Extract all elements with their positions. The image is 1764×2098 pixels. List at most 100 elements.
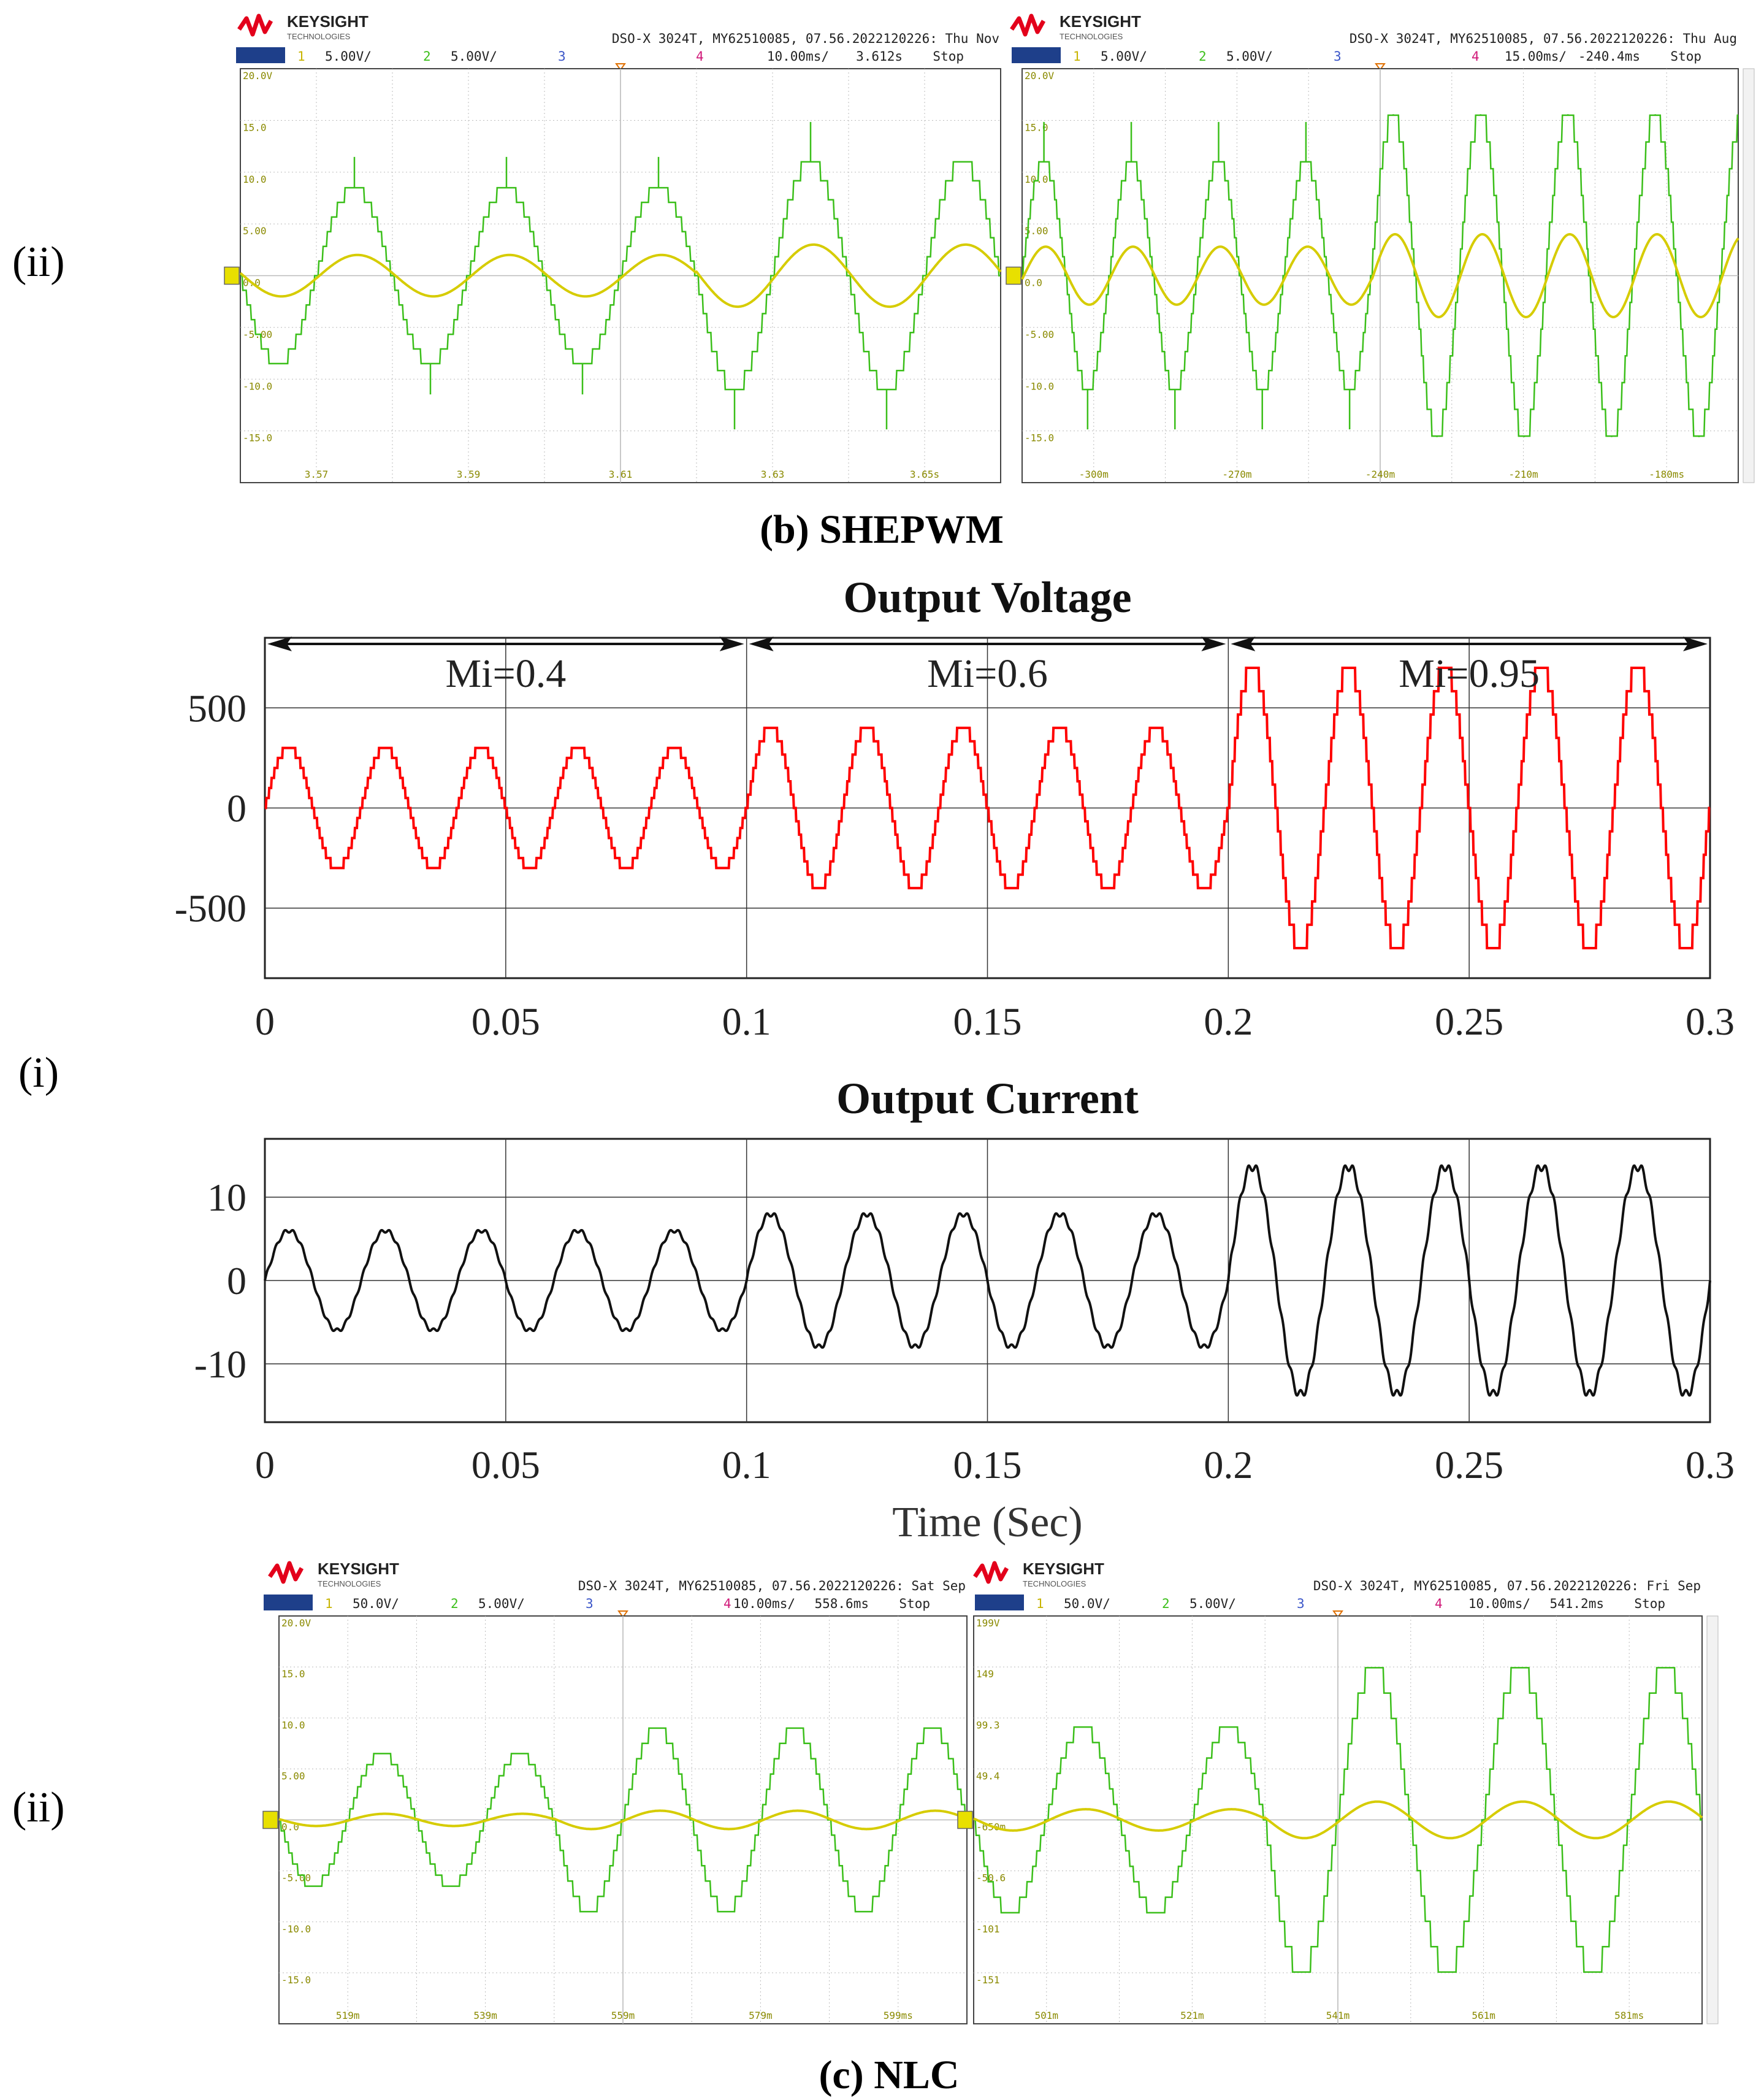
x-tick-label: 0.3	[1686, 1443, 1735, 1487]
channel-1-scale: 50.0V/	[353, 1596, 399, 1611]
y-grid-label: 15.0	[281, 1668, 305, 1680]
channel-3-number: 3	[558, 49, 566, 64]
row-label-top: (ii)	[12, 239, 65, 286]
channel-2-number: 2	[451, 1596, 459, 1611]
row-label-bottom: (ii)	[12, 1784, 65, 1831]
channel-3-number: 3	[586, 1596, 594, 1611]
x-grid-label: -270m	[1222, 469, 1251, 480]
delay: 558.6ms	[814, 1596, 869, 1611]
brand-name: KEYSIGHT	[1023, 1560, 1104, 1578]
y-grid-label: 15.0	[243, 121, 267, 133]
channel-1-scale: 5.00V/	[1101, 49, 1147, 64]
side-scroll-strip	[1743, 68, 1755, 483]
run-status: Stop	[933, 49, 964, 64]
modulation-index-label: Mi=0.6	[927, 651, 1048, 696]
y-grid-label: -50.6	[976, 1872, 1006, 1884]
channel-2-number: 2	[423, 49, 431, 64]
acquire-indicator	[236, 47, 285, 63]
brand-subtitle: TECHNOLOGIES	[1023, 1579, 1086, 1588]
x-tick-label: 0.1	[722, 1443, 771, 1487]
channel-3-number: 3	[1297, 1596, 1305, 1611]
sim-output-current-chart: Output Current 0 0.05 0.1 0.15 0.2 0.25 0.3 10 0 -…	[194, 1074, 1735, 1546]
x-grid-label: 3.57	[305, 469, 329, 480]
y-tick-label: -10	[194, 1342, 246, 1386]
output-current-series	[264, 1164, 1711, 1397]
y-grid-label: 149	[976, 1668, 994, 1680]
y-grid-label: 99.3	[976, 1719, 1000, 1731]
run-status: Stop	[1670, 49, 1701, 64]
channel-1-current-trace	[239, 243, 1002, 308]
y-tick-label: 0	[227, 787, 246, 830]
y-grid-label: -10.0	[281, 1923, 311, 1935]
channel-2-scale: 5.00V/	[478, 1596, 525, 1611]
brand-subtitle: TECHNOLOGIES	[287, 32, 351, 41]
y-grid-label: -101	[976, 1923, 1000, 1935]
y-grid-label: 20.0V	[1025, 70, 1055, 82]
x-tick-label: 0.05	[472, 1000, 540, 1043]
chart-title: Output Current	[836, 1074, 1139, 1123]
trigger-marker-icon	[615, 63, 626, 71]
y-grid-label: 10.0	[1025, 174, 1048, 185]
x-grid-label: -300m	[1079, 469, 1109, 480]
channel-4-number: 4	[1472, 49, 1480, 64]
chart-title: Output Voltage	[843, 573, 1131, 622]
channel-1-number: 1	[1073, 49, 1081, 64]
keysight-logo-icon	[1010, 13, 1046, 37]
x-grid-label: 501m	[1035, 2010, 1059, 2021]
x-grid-label: 539m	[473, 2010, 497, 2021]
channel-1-number: 1	[297, 49, 305, 64]
x-grid-label: 3.65s	[910, 469, 939, 480]
channel-1-number: 1	[325, 1596, 333, 1611]
arrowhead-right-icon	[1201, 637, 1226, 651]
trigger-marker-icon	[1332, 1610, 1343, 1618]
x-grid-label: 559m	[611, 2010, 635, 2021]
side-scroll-strip	[1706, 1615, 1719, 2024]
y-grid-label: -5.00	[281, 1872, 311, 1884]
arrowhead-left-icon	[267, 637, 292, 651]
x-tick-label: 0.2	[1204, 1443, 1253, 1487]
modulation-index-label: Mi=0.4	[445, 651, 566, 696]
row-label-middle: (i)	[18, 1049, 59, 1097]
y-grid-label: 10.0	[281, 1719, 305, 1731]
scope-header: DSO-X 3024T, MY62510085, 07.56.202212022…	[612, 31, 999, 46]
y-grid-label: 49.4	[976, 1770, 1000, 1782]
y-grid-label: 5.00	[281, 1770, 305, 1782]
channel-2-scale: 5.00V/	[1226, 49, 1273, 64]
keysight-logo-icon	[268, 1561, 304, 1584]
y-tick-label: 0	[227, 1259, 246, 1303]
y-tick-label: -500	[175, 887, 246, 930]
y-grid-label: 199V	[976, 1617, 1000, 1629]
y-grid-label: 20.0V	[243, 70, 273, 82]
x-tick-label: 0.15	[953, 1443, 1022, 1487]
y-grid-label: -15.0	[1025, 432, 1054, 444]
x-grid-label: 541m	[1326, 2010, 1350, 2021]
delay: -240.4ms	[1578, 49, 1640, 64]
x-tick-label: 0.15	[953, 1000, 1022, 1043]
channel-4-number: 4	[724, 1596, 731, 1611]
x-grid-label: 581ms	[1614, 2010, 1644, 2021]
acquire-indicator	[264, 1595, 313, 1610]
keysight-logo-icon	[237, 13, 273, 37]
x-grid-label: -180ms	[1649, 469, 1684, 480]
trigger-marker-icon	[1375, 63, 1386, 71]
channel-4-number: 4	[1435, 1596, 1443, 1611]
x-tick-label: 0.05	[472, 1443, 540, 1487]
y-grid-label: 10.0	[243, 174, 267, 185]
x-tick-label: 0.2	[1204, 1000, 1253, 1043]
x-tick-label: 0.1	[722, 1000, 771, 1043]
x-grid-label: 561m	[1472, 2010, 1495, 2021]
x-tick-label: 0	[255, 1000, 275, 1043]
x-tick-label: 0.25	[1435, 1000, 1503, 1043]
caption-shepwm: (b) SHEPWM	[760, 507, 1004, 552]
channel-1-scale: 5.00V/	[325, 49, 372, 64]
keysight-logo-icon	[973, 1561, 1009, 1584]
output-voltage-series	[264, 667, 1711, 949]
y-grid-label: 15.0	[1025, 121, 1048, 133]
x-tick-label: 0	[255, 1443, 275, 1487]
x-tick-label: 0.25	[1435, 1443, 1503, 1487]
brand-subtitle: TECHNOLOGIES	[318, 1579, 381, 1588]
modulation-index-label: Mi=0.95	[1399, 651, 1540, 696]
